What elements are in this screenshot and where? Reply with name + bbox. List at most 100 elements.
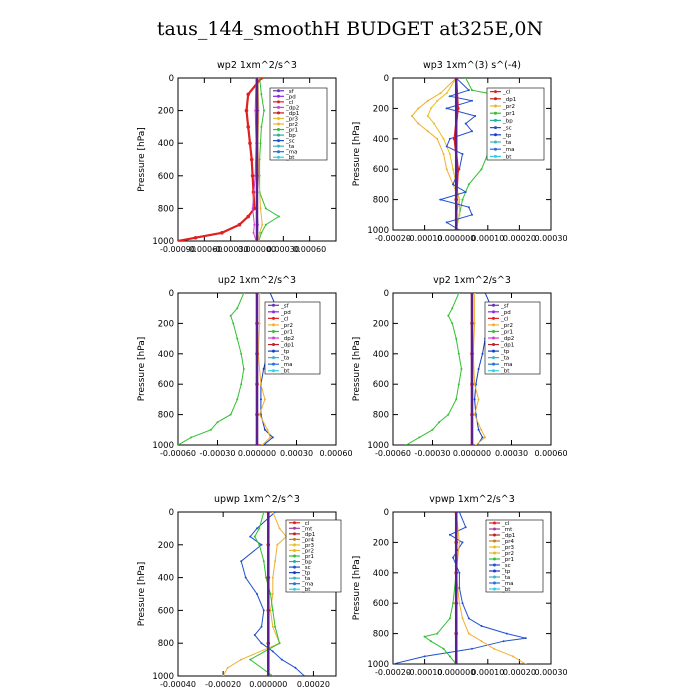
legend-marker (494, 90, 497, 94)
legend-label: _pr1 (502, 111, 515, 117)
y-tick-label: 800 (158, 639, 174, 649)
series-point-pr1 (271, 675, 274, 676)
series-point-pr2 (480, 640, 483, 643)
x-tick-label: -0.00030 (213, 245, 249, 254)
series-point-pr2 (426, 130, 429, 133)
legend-label: _pd (285, 94, 296, 100)
legend-marker (493, 581, 496, 585)
legend-label: _dp2 (285, 105, 299, 111)
series-point-pr2 (226, 666, 229, 669)
y-tick-label: 400 (158, 139, 174, 149)
legend-marker (493, 575, 496, 579)
series-point-pr2 (445, 168, 448, 171)
y-tick-label: 600 (158, 380, 174, 390)
y-tick-label: 800 (373, 630, 389, 640)
series-point-sc (294, 666, 297, 669)
series-point-pr2 (222, 675, 225, 676)
x-tick-label: 0.00020 (503, 668, 536, 677)
series-point-pr1 (236, 398, 239, 401)
series-point-pr2 (271, 512, 274, 513)
series-point-sc (256, 527, 258, 530)
series-point-pr1 (229, 413, 232, 416)
series-point-sc (505, 632, 508, 635)
series-point-dp2 (254, 109, 257, 112)
legend-label: _sc (502, 126, 512, 132)
series-point-pr1 (258, 543, 261, 546)
x-tick-label: 0.000000 (238, 245, 276, 254)
series-point-pr1 (278, 642, 281, 645)
legend-marker (293, 548, 296, 552)
legend-label: _cl (500, 316, 509, 322)
series-point-sc (260, 543, 263, 546)
series-point-pr1 (253, 535, 256, 538)
y-tick-label: 0 (169, 508, 174, 518)
series-point-cl (178, 239, 180, 241)
legend-label: _pr3 (301, 543, 315, 549)
legend-marker (494, 126, 497, 130)
series-point-pr3 (426, 115, 429, 117)
x-tick-label: 0.00010 (471, 668, 504, 677)
legend-label: _sc (501, 563, 511, 569)
series-point-tp (259, 398, 262, 401)
series-point-cl (193, 235, 198, 240)
y-tick-label: 600 (373, 380, 389, 390)
series-point-pr1 (423, 635, 426, 638)
legend-marker (293, 537, 296, 541)
chart-panel-1: wp2 1xm^2/s^3 0 200 400 600 800 1000 Pressure [… (137, 60, 337, 254)
series-point-pr1 (262, 560, 265, 563)
legend-marker (272, 369, 275, 373)
y-axis-label: Pressure [hPa] (137, 562, 147, 627)
series-point-pr1 (240, 383, 243, 386)
series-point-sc (464, 526, 467, 529)
y-tick-label: 1000 (152, 672, 174, 682)
series-point-pr3 (458, 213, 461, 216)
y-tick-label: 200 (158, 319, 174, 329)
series-point-pr1 (178, 444, 179, 445)
series-point-pr3 (442, 137, 445, 140)
series-point-pr1 (460, 368, 463, 370)
legend-marker (272, 362, 275, 366)
series-point-pr2 (261, 223, 264, 226)
series-point-tp (481, 352, 484, 355)
legend-label: _cl (301, 521, 310, 527)
panel-title: up2 1xm^2/s^3 (218, 275, 296, 286)
legend-marker (293, 582, 296, 586)
y-tick-label: 800 (158, 204, 174, 214)
series-point-sc (502, 640, 505, 643)
series-point-pr1 (447, 314, 450, 317)
legend-marker (494, 133, 497, 137)
legend-label: _ma (500, 362, 512, 368)
x-tick-label: 0.00060 (293, 245, 326, 254)
legend-label: _bp (502, 118, 513, 124)
legend-marker (493, 551, 496, 555)
series-point-pr2 (473, 322, 476, 325)
series-point-pr1 (236, 337, 239, 340)
series-point-pr1 (262, 512, 265, 513)
legend-label: _cl (280, 316, 289, 322)
legend-label: _dp1 (502, 97, 516, 103)
series-point-pr1 (467, 183, 470, 186)
series-point-pr1 (258, 158, 261, 161)
y-tick-label: 600 (158, 172, 174, 182)
y-axis-label: Pressure [hPa] (137, 127, 147, 192)
legend-marker (293, 560, 296, 564)
x-tick-label: -0.00020 (375, 234, 411, 243)
series-point-sc (303, 675, 306, 676)
x-tick-label: 0.00030 (280, 449, 313, 458)
series-point-dp2 (254, 174, 257, 177)
legend-label: _pr3 (285, 116, 299, 122)
y-tick-label: 400 (373, 135, 389, 145)
series-point-pr1 (455, 398, 458, 401)
y-tick-label: 800 (373, 196, 389, 206)
series-group (393, 512, 527, 664)
x-tick-label: -0.00030 (415, 449, 451, 458)
series-point-sc (439, 198, 442, 201)
y-tick-label: 0 (384, 74, 389, 84)
series-line-pr2 (455, 512, 526, 664)
plot-frame (177, 511, 337, 677)
series-point-pr1 (471, 89, 473, 92)
legend-label: _ma (285, 150, 297, 156)
legend-label: _tp (502, 133, 512, 139)
legend-label: _pr2 (280, 323, 293, 329)
